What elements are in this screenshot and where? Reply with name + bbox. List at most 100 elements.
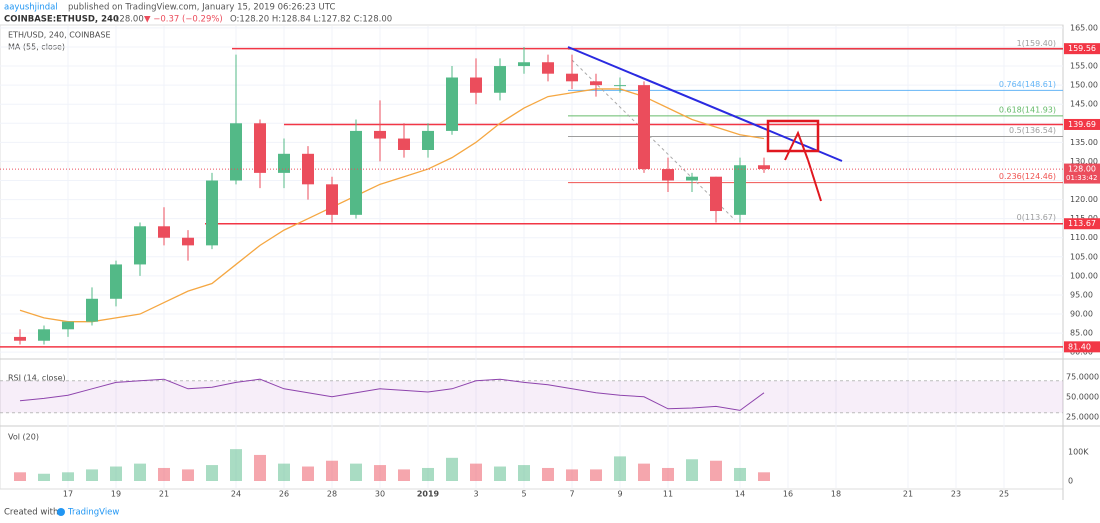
volume-bar	[614, 456, 626, 481]
candle-body	[110, 264, 122, 299]
volume-bar	[374, 465, 386, 481]
x-tick-label: 16	[783, 490, 793, 499]
x-tick-label: 23	[951, 490, 961, 499]
y-tick-label: 90.00	[1070, 310, 1093, 319]
volume-bar	[230, 449, 242, 481]
x-tick-label: 28	[327, 490, 337, 499]
symbol: COINBASE:ETHUSD, 240	[4, 15, 119, 25]
rsi-band	[0, 380, 1063, 413]
candle-body	[446, 77, 458, 131]
volume-bar	[182, 469, 194, 481]
level-tag-label: 113.67	[1068, 219, 1096, 228]
x-tick-label: 24	[231, 490, 241, 499]
x-tick-label: 30	[375, 490, 385, 499]
author[interactable]: aayushjindal	[4, 3, 58, 13]
y-tick-label: 155.00	[1070, 62, 1098, 71]
x-tick-label: 7	[569, 490, 574, 499]
brand-logo	[57, 508, 65, 516]
volume-bar	[38, 473, 50, 481]
volume-bar	[62, 472, 74, 481]
y-tick-label: 165.00	[1070, 23, 1098, 32]
x-tick-label: 5	[521, 490, 526, 499]
volume-bar	[638, 463, 650, 481]
candle-body	[638, 85, 650, 170]
candle-body	[14, 336, 26, 341]
candle-body	[542, 62, 554, 74]
volume-bar	[758, 472, 770, 481]
volume-bar	[542, 467, 554, 481]
candle-body	[326, 184, 338, 215]
volume-bar	[350, 463, 362, 481]
y-tick-label: 135.00	[1070, 138, 1098, 147]
candle-body	[350, 130, 362, 215]
x-tick-label: 25	[999, 490, 1009, 499]
vol-tick-label: 100K	[1068, 448, 1089, 457]
x-tick-label: 26	[279, 490, 289, 499]
fib-label: 1(159.40)	[1017, 39, 1056, 48]
candle-body	[254, 123, 266, 173]
candle-body	[278, 153, 290, 173]
resistance-box	[766, 119, 820, 153]
candle-body	[686, 176, 698, 181]
volume-bar	[662, 467, 674, 481]
volume-bar	[518, 465, 530, 481]
fib-label: 0.5(136.54)	[1009, 126, 1056, 135]
rsi-label: RSI (14, close)	[8, 374, 66, 383]
level-tag-label: 139.69	[1068, 120, 1096, 129]
volume-bar	[494, 466, 506, 481]
fib-label: 0.236(124.46)	[999, 172, 1056, 181]
x-tick-label: 21	[159, 490, 169, 499]
candle-body	[494, 66, 506, 93]
fib-label: 0(113.67)	[1017, 213, 1056, 222]
y-tick-label: 145.00	[1070, 100, 1098, 109]
last-price-label: 128.00	[1068, 165, 1096, 174]
last: 128.00	[114, 15, 144, 25]
ohlc: O:128.20 H:128.84 L:127.82 C:128.00	[230, 15, 392, 25]
y-tick-label: 130.00	[1070, 157, 1098, 166]
level-tag	[1064, 341, 1100, 353]
candle-body	[614, 85, 626, 87]
volume-bar	[110, 466, 122, 481]
countdown-label: 01:33:42	[1066, 174, 1097, 182]
rsi-tick-label: 25.0000	[1066, 412, 1099, 421]
volume-bar	[254, 454, 266, 481]
volume-bar	[398, 469, 410, 481]
volume-bar	[158, 467, 170, 481]
arrow-down	[807, 159, 822, 202]
x-tick-label: 3	[473, 490, 478, 499]
candle-body	[158, 226, 170, 238]
candle-body	[710, 176, 722, 212]
y-tick-label: 150.00	[1070, 81, 1098, 90]
y-tick-label: 95.00	[1070, 290, 1093, 299]
published: published on TradingView.com, January 15…	[68, 3, 335, 13]
candle-body	[374, 130, 386, 139]
volume-bar	[686, 459, 698, 481]
volume-bar	[326, 460, 338, 481]
y-tick-label: 120.00	[1070, 195, 1098, 204]
level-tag	[1064, 43, 1100, 55]
chart-title: ETH/USD, 240, COINBASE	[8, 31, 111, 40]
footer: Created with	[4, 508, 58, 518]
change: ▼ −0.37 (−0.29%)	[144, 15, 223, 25]
volume-bar	[446, 457, 458, 481]
volume-bar	[734, 467, 746, 481]
vol-tick-label: 0	[1068, 477, 1073, 486]
level-tag-label: 81.40	[1068, 342, 1091, 351]
x-tick-label: 9	[617, 490, 622, 499]
rsi-tick-label: 75.0000	[1066, 372, 1099, 381]
x-tick-label: 21	[903, 490, 913, 499]
level-tag	[1064, 218, 1100, 230]
level-tag-label: 159.56	[1068, 44, 1096, 53]
candle-body	[302, 153, 314, 185]
brand[interactable]: TradingView	[67, 508, 119, 518]
candle-body	[470, 77, 482, 93]
volume-bar	[470, 463, 482, 481]
volume-bar	[278, 463, 290, 481]
volume-bar	[710, 460, 722, 481]
candle-body	[422, 130, 434, 150]
candle-body	[758, 165, 770, 170]
y-tick-label: 85.00	[1070, 329, 1093, 338]
candle-body	[62, 321, 74, 330]
volume-bar	[590, 469, 602, 481]
